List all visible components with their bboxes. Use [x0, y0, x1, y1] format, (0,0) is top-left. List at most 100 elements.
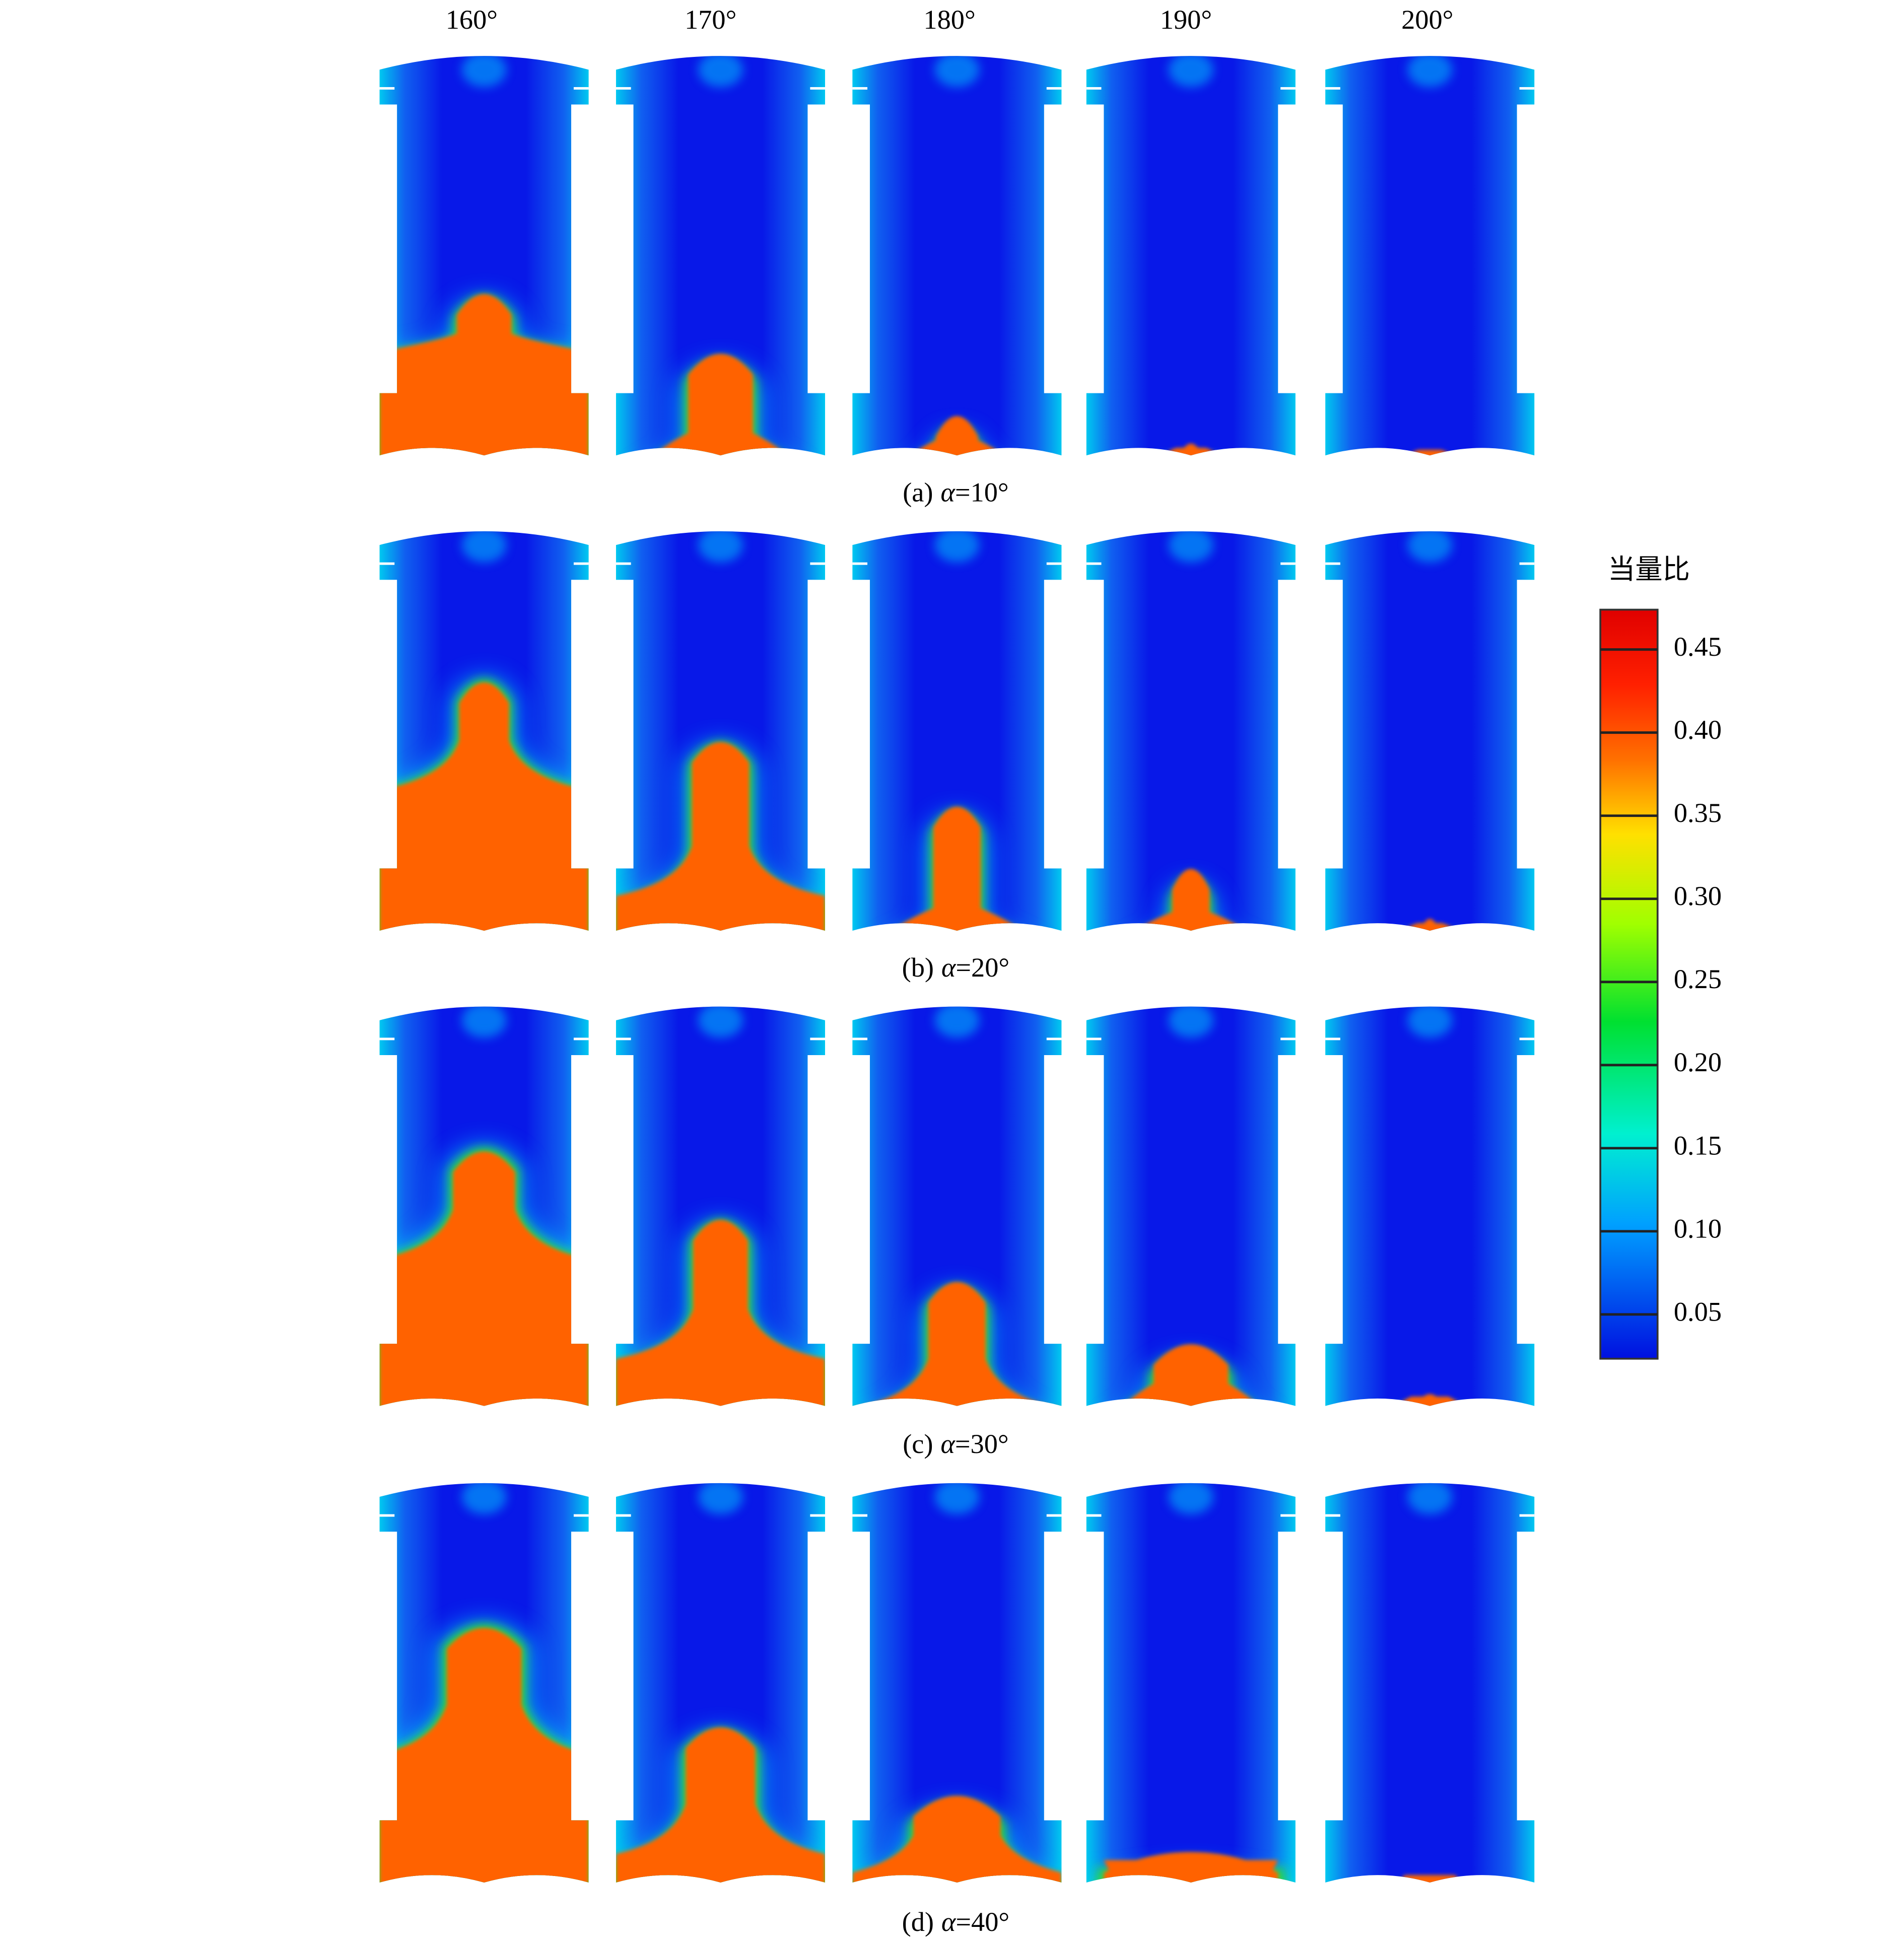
plume-core [1104, 1852, 1278, 1883]
notch [379, 1037, 395, 1041]
notch [379, 1514, 395, 1517]
column-label: 160° [446, 5, 498, 35]
notch [810, 87, 826, 90]
notch [1086, 562, 1102, 565]
top-glow [1407, 531, 1453, 563]
notch [1046, 87, 1062, 90]
plume [852, 1006, 1062, 1406]
colorbar-tick-label: 0.15 [1674, 1130, 1722, 1160]
cylinder [616, 1006, 826, 1406]
colorbar-tick-label: 0.35 [1674, 798, 1722, 828]
row-caption: (b) α=20° [902, 952, 1009, 983]
cylinder [1086, 531, 1296, 931]
plume-cyan [1395, 469, 1465, 492]
plume-green [1399, 459, 1461, 480]
notch [1086, 1037, 1102, 1041]
contour-panel [1086, 1483, 1296, 1883]
top-glow [698, 1006, 743, 1038]
colorbar-title: 当量比 [1608, 554, 1690, 585]
notch [379, 562, 395, 565]
column-label: 200° [1401, 5, 1453, 35]
plume [863, 531, 1051, 931]
colorbar-tick-label: 0.20 [1674, 1047, 1722, 1077]
cylinder [1086, 1006, 1296, 1406]
contour-panel [379, 531, 589, 931]
notch [1280, 1514, 1296, 1517]
row-caption: (c) α=30° [903, 1429, 1008, 1460]
plume-cyan [1388, 1894, 1472, 1919]
caption-param: α [940, 477, 956, 508]
colorbar: 当量比 0.45 0.40 0.35 0.30 0.25 0.20 0.15 0.10 0.05 [1599, 554, 1722, 1360]
notch [1325, 562, 1340, 565]
contour-panel [616, 531, 826, 931]
plume-green [1393, 927, 1467, 931]
plume-core [616, 1220, 826, 1406]
caption-value: =40° [956, 1907, 1009, 1937]
notch [1519, 1037, 1535, 1041]
plume-core [645, 354, 796, 456]
contour-panel [379, 1483, 589, 1883]
top-glow [934, 56, 980, 87]
notch [852, 1514, 868, 1517]
plume [379, 1006, 589, 1406]
caption-param: α [941, 1907, 957, 1937]
plume-core [1396, 1875, 1463, 1883]
plume-core [379, 294, 589, 456]
notch [1280, 1037, 1296, 1041]
contour-panels [379, 56, 1535, 1919]
plume-core [1391, 1394, 1469, 1406]
notch [379, 87, 395, 90]
contour-panel [379, 56, 589, 456]
notch [810, 1037, 826, 1041]
notch [852, 1037, 868, 1041]
caption-label: (d) [902, 1907, 934, 1937]
top-glow [934, 1483, 980, 1514]
contour-panel [1325, 1483, 1535, 1919]
contour-panel [1325, 56, 1535, 492]
cylinder [852, 531, 1062, 931]
column-label: 170° [685, 5, 736, 35]
caption-label: (b) [902, 952, 934, 983]
top-glow [1407, 1006, 1453, 1038]
plume-cyan [1149, 462, 1233, 491]
notch [573, 87, 589, 90]
notch [1046, 1514, 1062, 1517]
plume [379, 56, 589, 456]
contour-panel [616, 1483, 826, 1883]
contour-panel [1086, 56, 1296, 491]
notch [1046, 562, 1062, 565]
cylinder [616, 531, 826, 931]
notch [616, 562, 631, 565]
plume [379, 1483, 589, 1883]
top-glow [1407, 1483, 1453, 1514]
contour-panel [852, 56, 1062, 456]
colorbar-tick-label: 0.40 [1674, 715, 1722, 745]
plume-green [1393, 1884, 1467, 1908]
plume-core [1401, 450, 1458, 456]
cylinder [852, 56, 1062, 456]
notch [810, 1514, 826, 1517]
cylinder [1325, 1483, 1535, 1883]
plume [616, 1483, 826, 1883]
plume-core [1158, 443, 1225, 456]
cylinder [1086, 56, 1296, 456]
colorbar-tick-label: 0.45 [1674, 632, 1722, 662]
notch [1325, 1514, 1340, 1517]
colorbar-tick-label: 0.10 [1674, 1213, 1722, 1243]
colorbar-gradient [1599, 608, 1659, 1360]
top-glow [1168, 56, 1213, 87]
row-caption: (a) α=10° [903, 477, 1008, 508]
notch [1519, 562, 1535, 565]
top-glow [461, 531, 507, 563]
cylinder [616, 56, 826, 456]
contour-panel [852, 1483, 1062, 1883]
cylinder [1325, 56, 1535, 456]
cylinder [1086, 1483, 1296, 1883]
contour-panel [379, 1006, 589, 1406]
notch [1280, 87, 1296, 90]
plume-core [379, 682, 589, 931]
plume-core [852, 1282, 1062, 1406]
top-glow [461, 1006, 507, 1038]
notch [616, 87, 631, 90]
column-label: 180° [923, 5, 975, 35]
